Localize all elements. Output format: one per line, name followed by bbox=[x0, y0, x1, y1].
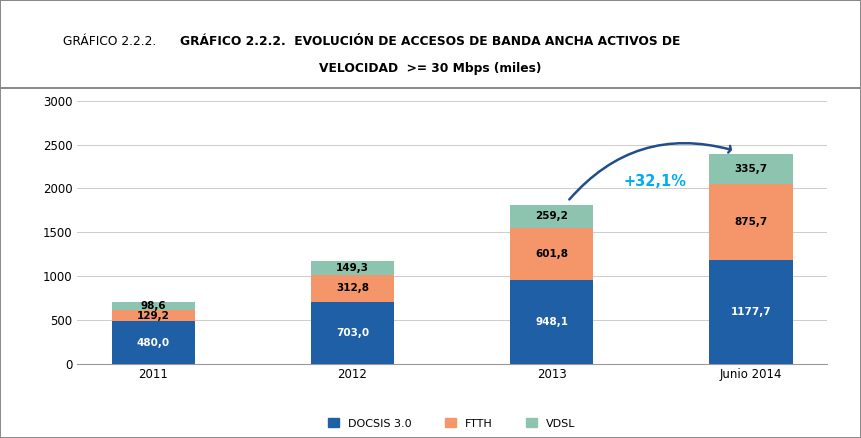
Text: 703,0: 703,0 bbox=[336, 328, 369, 338]
Bar bbox=[510, 228, 593, 280]
Text: 601,8: 601,8 bbox=[535, 249, 568, 259]
Text: 98,6: 98,6 bbox=[140, 301, 166, 311]
Bar bbox=[709, 260, 792, 364]
Text: 480,0: 480,0 bbox=[137, 338, 170, 347]
Text: GRÁFICO 2.2.2.: GRÁFICO 2.2.2. bbox=[63, 35, 156, 48]
Text: VELOCIDAD  >= 30 Mbps (miles): VELOCIDAD >= 30 Mbps (miles) bbox=[319, 62, 542, 75]
Text: +32,1%: +32,1% bbox=[623, 174, 686, 189]
Text: 948,1: 948,1 bbox=[535, 317, 568, 327]
Bar bbox=[112, 301, 195, 310]
Text: 875,7: 875,7 bbox=[734, 217, 767, 227]
Text: 129,2: 129,2 bbox=[137, 311, 170, 321]
Text: GRÁFICO 2.2.2.  EVOLUCIÓN DE ACCESOS DE BANDA ANCHA ACTIVOS DE: GRÁFICO 2.2.2. EVOLUCIÓN DE ACCESOS DE B… bbox=[180, 35, 681, 48]
Bar bbox=[112, 321, 195, 364]
Bar bbox=[709, 154, 792, 184]
Bar bbox=[709, 184, 792, 260]
Bar bbox=[510, 280, 593, 364]
Bar bbox=[311, 302, 394, 364]
Text: 335,7: 335,7 bbox=[734, 164, 767, 174]
Bar bbox=[311, 261, 394, 275]
Legend: DOCSIS 3.0, FTTH, VDSL: DOCSIS 3.0, FTTH, VDSL bbox=[324, 414, 580, 433]
Bar bbox=[311, 275, 394, 302]
Bar bbox=[510, 205, 593, 228]
Text: 259,2: 259,2 bbox=[536, 212, 568, 222]
Text: 149,3: 149,3 bbox=[336, 263, 369, 273]
Text: 312,8: 312,8 bbox=[336, 283, 369, 293]
Text: 1177,7: 1177,7 bbox=[730, 307, 771, 317]
Bar bbox=[112, 310, 195, 321]
